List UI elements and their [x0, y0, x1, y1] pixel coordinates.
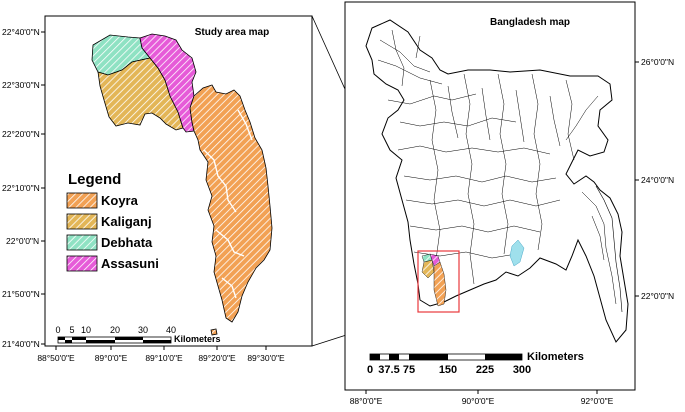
- legend-swatch-debhata: [66, 234, 98, 251]
- study-lat-ticks: [41, 31, 267, 350]
- study-scale-tick-40: 40: [166, 325, 176, 335]
- mini-study-area: [421, 253, 447, 307]
- bd-lat-label-2: 24°0'0"N: [641, 175, 674, 185]
- legend-label-assasuni: Assasuni: [101, 256, 159, 271]
- koyra-island: [210, 328, 218, 336]
- legend-title: Legend: [68, 171, 121, 188]
- study-scale-tick-30: 30: [138, 325, 148, 335]
- river-channels: [203, 109, 253, 299]
- bd-scale-tick-37: 37.5: [378, 364, 399, 376]
- bd-lon-label-1: 88°0'0"E: [350, 396, 383, 406]
- legend: Legend Koyra Kaliganj Debhata Assasuni: [66, 171, 159, 272]
- district-lines: [377, 29, 617, 305]
- bd-scale-tick-150: 150: [439, 364, 457, 376]
- bd-scale-bar: Kilometers 0 37.5 75 150 225 300: [367, 351, 584, 376]
- bd-lat-label-1: 26°0'0"N: [641, 57, 674, 67]
- study-scale-tick-0: 0: [55, 325, 60, 335]
- study-scale-tick-5: 5: [69, 325, 74, 335]
- study-scale-tick-20: 20: [110, 325, 120, 335]
- study-scale-tick-10: 10: [81, 325, 91, 335]
- lat-label-6: 21°50'0"N: [2, 289, 40, 299]
- lon-label-2: 89°0'0"E: [95, 353, 128, 363]
- bd-scale-tick-225: 225: [476, 364, 494, 376]
- bd-ticks: [365, 61, 639, 394]
- lon-label-4: 89°20'0"E: [198, 353, 236, 363]
- bangladesh-panel: Bangladesh map 26°0'0"N 24°0'0"N 22°0'0"…: [344, 1, 674, 406]
- bangladesh-southeast: [595, 185, 623, 313]
- bd-scale-tick-0: 0: [367, 364, 373, 376]
- lat-label-5: 22°0'0"N: [6, 236, 39, 246]
- study-scale-bar: 0 5 10 20 30 40 Kilometers: [55, 325, 220, 344]
- bd-lon-label-2: 90°0'0"E: [462, 396, 495, 406]
- lon-label-3: 89°10'0"E: [145, 353, 183, 363]
- bd-lat-label-3: 22°0'0"N: [641, 291, 674, 301]
- lat-label-1: 22°40'0"N: [2, 27, 40, 37]
- bd-scale-tick-75: 75: [403, 364, 415, 376]
- bd-scale-unit: Kilometers: [527, 351, 584, 363]
- legend-label-koyra: Koyra: [101, 193, 139, 208]
- legend-swatch-koyra: [66, 192, 98, 209]
- study-scale-unit: Kilometers: [174, 334, 221, 344]
- lon-label-1: 88°50'0"E: [37, 353, 75, 363]
- bd-scale-tick-300: 300: [513, 364, 531, 376]
- study-area-panel: 22°40'0"N 22°30'0"N 22°20'0"N 22°10'0"N …: [2, 15, 313, 363]
- bangladesh-map-title: Bangladesh map: [490, 17, 570, 28]
- lat-label-2: 22°30'0"N: [2, 80, 40, 90]
- bd-lon-label-3: 92°0'0"E: [581, 396, 614, 406]
- lat-label-7: 21°40'0"N: [2, 339, 40, 349]
- legend-swatch-assasuni: [66, 255, 98, 272]
- study-map-title: Study area map: [195, 27, 269, 38]
- legend-label-debhata: Debhata: [101, 235, 153, 250]
- legend-swatch-kaliganj: [66, 213, 98, 230]
- legend-label-kaliganj: Kaliganj: [101, 214, 152, 229]
- kaliganj-region: [97, 57, 184, 131]
- lat-label-3: 22°20'0"N: [2, 129, 40, 139]
- study-area-highlight-box: [417, 250, 460, 313]
- meghna-estuary-feature: [509, 239, 525, 267]
- lon-label-5: 89°30'0"E: [247, 353, 285, 363]
- lat-label-4: 22°10'0"N: [2, 183, 40, 193]
